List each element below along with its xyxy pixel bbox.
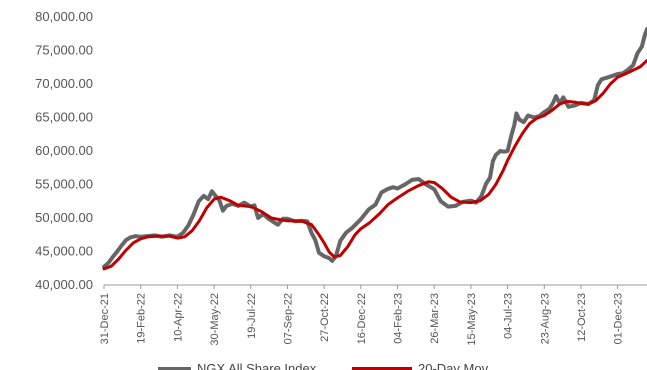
x-tick-label: 04-Feb-23 — [393, 293, 405, 344]
x-tick-label: 12-Oct-23 — [576, 293, 588, 342]
series-line-20-day-mov — [102, 59, 647, 271]
y-tick-label: 70,000.00 — [35, 76, 93, 91]
x-tick-label: 16-Dec-22 — [356, 293, 368, 344]
x-tick-label: 23-Aug-23 — [539, 293, 551, 344]
x-tick-label: 19-Jul-22 — [246, 293, 258, 339]
y-tick-label: 75,000.00 — [35, 43, 93, 58]
x-tick-label: 30-May-22 — [209, 293, 221, 346]
x-tick-label: 10-Apr-22 — [172, 293, 184, 342]
x-tick-label: 01-Dec-23 — [613, 293, 625, 344]
y-tick-label: 45,000.00 — [35, 244, 93, 259]
series-layer — [102, 27, 647, 271]
y-tick-label: 55,000.00 — [35, 177, 93, 192]
x-tick-label: 07-Sep-22 — [282, 293, 294, 344]
x-tick-label: 27-Oct-22 — [319, 293, 331, 342]
x-tick-label: 04-Jul-23 — [503, 293, 515, 339]
x-tick-label: 15-May-23 — [466, 293, 478, 346]
y-tick-label: 80,000.00 — [35, 9, 93, 24]
y-tick-label: 50,000.00 — [35, 210, 93, 225]
x-tick-label: 26-Mar-23 — [429, 293, 441, 344]
series-line-ngx-all-share-index — [102, 27, 647, 269]
legend: NGX All Share Index 20-Day Mov — [158, 361, 489, 370]
y-tick-label: 60,000.00 — [35, 143, 93, 158]
y-tick-label: 40,000.00 — [35, 277, 93, 292]
y-axis: 40,000.00 45,000.00 50,000.00 55,000.00 60,0… — [35, 9, 93, 292]
legend-label-ngx-all-share-index: NGX All Share Index — [197, 361, 317, 370]
y-tick-label: 65,000.00 — [35, 110, 93, 125]
x-axis: 31-Dec-21 19-Feb-22 10-Apr-22 30-May-22 19-J… — [99, 285, 625, 346]
x-tick-label: 31-Dec-21 — [99, 293, 111, 344]
x-tick-label: 19-Feb-22 — [136, 293, 148, 344]
legend-label-20-day-mov: 20-Day Mov — [418, 361, 489, 370]
